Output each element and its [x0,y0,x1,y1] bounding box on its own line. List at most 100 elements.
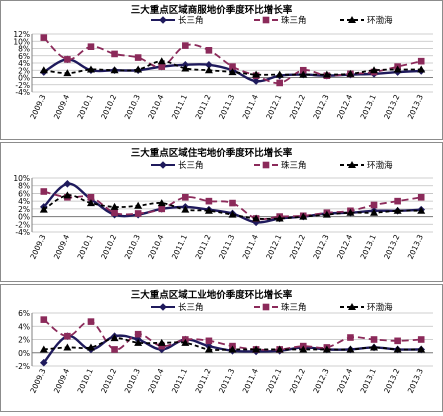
data-point [63,191,72,199]
data-point [228,345,237,353]
legend-marker [159,16,167,24]
chart-title: 三大重点区域工业地价季度环比增长率 [131,289,293,301]
data-point [394,337,401,345]
data-point [63,69,72,77]
y-tick-label: 4% [18,322,30,331]
y-tick-label: 4% [18,197,30,206]
legend-label: 环渤海 [367,160,393,171]
data-point [275,345,284,353]
y-tick-label: 2% [18,336,30,345]
data-point [157,57,166,65]
data-point [275,70,284,78]
data-point [299,212,308,220]
data-point [347,334,354,341]
data-point [204,66,213,74]
y-tick-label: 6% [18,52,30,61]
legend-marker [348,303,356,310]
data-point [87,193,95,201]
data-point [134,330,142,338]
data-point [346,208,355,216]
data-point [158,63,166,70]
data-point [111,346,118,353]
data-point [64,332,71,340]
data-point [370,336,378,343]
data-point [252,70,261,78]
data-point [252,345,261,353]
legend-label: 长三角 [178,15,204,26]
data-point [228,210,237,218]
data-point [417,206,426,214]
y-tick-label: 0% [18,349,30,358]
commercial-land-chart: 三大重点区域商服地价季度环比增长率 长三角 珠三角 环渤海 -4% -2% 0% 2% 4% 6%… [0,0,443,140]
data-point [417,57,425,65]
data-point [370,208,379,216]
data-point [322,210,331,218]
y-tick-label: -2% [15,362,30,371]
legend-marker [348,161,356,168]
data-point [275,214,284,222]
data-point [110,334,119,342]
data-point [39,358,48,367]
data-point [346,345,355,353]
data-point [204,206,213,214]
data-point [86,343,95,351]
data-point [157,338,166,346]
legend-marker [262,161,270,169]
data-point [229,63,236,70]
y-tick-label: 10% [13,37,30,46]
data-point [417,345,426,353]
data-point [111,50,118,58]
legend-label: 珠三角 [281,302,307,313]
data-point [110,66,119,74]
data-point [229,199,236,207]
data-point [393,65,402,73]
series-3 [39,334,426,353]
legend-label: 环渤海 [367,15,393,26]
data-point [370,343,379,351]
data-point [394,197,401,205]
data-point [182,193,189,201]
legend-entry: 长三角 [151,15,204,26]
data-point [181,205,190,213]
data-point [276,79,283,87]
data-point [393,345,402,353]
y-tick-label: -2% [15,220,30,229]
data-point [252,218,260,227]
data-point [86,199,95,207]
y-tick-label: 2% [18,205,30,214]
y-tick-label: 6% [18,309,30,318]
y-tick-label: 12% [13,30,30,39]
data-point [158,205,166,213]
data-point [205,197,213,205]
data-point [417,65,426,73]
legend-entry: 环渤海 [340,160,393,171]
y-tick-label: 6% [18,189,30,198]
legend-entry: 长三角 [151,160,204,171]
data-point [134,210,142,217]
series-3 [39,191,426,222]
legend-label: 长三角 [178,302,204,313]
y-tick-label: -2% [15,81,30,90]
data-point [299,66,307,74]
data-point [417,193,425,201]
legend-entry: 珠三角 [254,302,307,313]
legend-entry: 珠三角 [254,160,307,171]
data-point [39,345,48,353]
data-point [87,43,95,50]
legend-entry: 环渤海 [340,302,393,313]
legend-label: 珠三角 [281,15,307,26]
data-point [393,206,402,214]
data-point [158,342,166,350]
data-point [134,54,142,61]
y-tick-label: 0% [18,74,30,83]
data-point [322,345,331,353]
data-point [205,61,213,69]
data-point [39,205,48,213]
data-point [86,65,95,73]
data-point [134,65,143,73]
data-point [134,338,143,346]
y-tick-label: 2% [18,66,30,75]
